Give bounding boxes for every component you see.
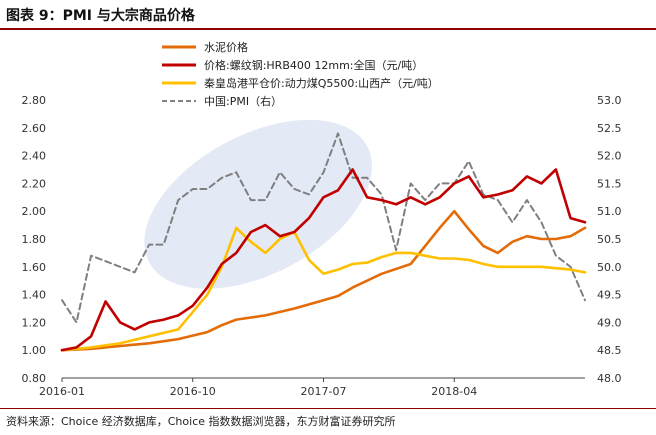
y-right-tick-label: 50.0	[597, 261, 622, 274]
legend-label-2: 秦皇岛港平仓价:动力煤Q5500:山西产（元/吨）	[204, 76, 439, 90]
y-left-tick-label: 1.00	[22, 344, 47, 357]
y-left-tick-label: 2.80	[22, 94, 47, 107]
x-tick-label: 2018-04	[431, 385, 477, 398]
series-line-1	[60, 168, 587, 352]
y-left-tick-label: 2.60	[22, 122, 47, 135]
series-line-3	[61, 132, 586, 324]
y-left-tick-label: 0.80	[22, 372, 47, 385]
figure-title: 图表 9：PMI 与大宗商品价格	[6, 8, 195, 24]
y-left-tick-label: 2.00	[22, 205, 47, 218]
legend-label-0: 水泥价格	[204, 40, 248, 54]
y-right-tick-label: 51.5	[597, 177, 622, 190]
y-left-tick-label: 1.60	[22, 261, 47, 274]
y-right-tick-label: 48.0	[597, 372, 622, 385]
y-left-tick-label: 2.20	[22, 177, 47, 190]
y-right-tick-label: 52.0	[597, 150, 622, 163]
x-tick-label: 2017-07	[301, 385, 347, 398]
y-right-tick-label: 52.5	[597, 122, 622, 135]
y-left-tick-label: 1.20	[22, 316, 47, 329]
y-left-tick-label: 1.80	[22, 233, 47, 246]
series-line-2	[60, 226, 587, 352]
pmi-commodity-chart: 0.80 1.00 1.20 1.40 1.60 1.80 2.00 2.20 2.40 2.60…	[22, 40, 622, 398]
y-right-tick-label: 53.0	[597, 94, 622, 107]
y-right-tick-label: 51.0	[597, 205, 622, 218]
y-right-tick-label: 48.5	[597, 344, 622, 357]
source-note: 资料来源：Choice 经济数据库，Choice 指数数据浏览器，东方财富证券研…	[6, 415, 396, 428]
legend-label-1: 价格:螺纹钢:HRB400 12mm:全国（元/吨）	[204, 58, 423, 72]
y-left-tick-label: 2.40	[22, 150, 47, 163]
y-right-tick-label: 50.5	[597, 233, 622, 246]
legend-label-3: 中国:PMI（右）	[204, 94, 282, 108]
title-bar: 图表 9：PMI 与大宗商品价格	[0, 0, 656, 30]
x-tick-label: 2016-10	[170, 385, 216, 398]
x-tick-label: 2016-01	[39, 385, 85, 398]
y-right-tick-label: 49.5	[597, 289, 622, 302]
y-left-tick-label: 1.40	[22, 289, 47, 302]
footer-divider	[0, 408, 656, 409]
series-line-0	[60, 209, 587, 352]
y-right-tick-label: 49.0	[597, 316, 622, 329]
highlight-ellipse	[144, 119, 372, 289]
